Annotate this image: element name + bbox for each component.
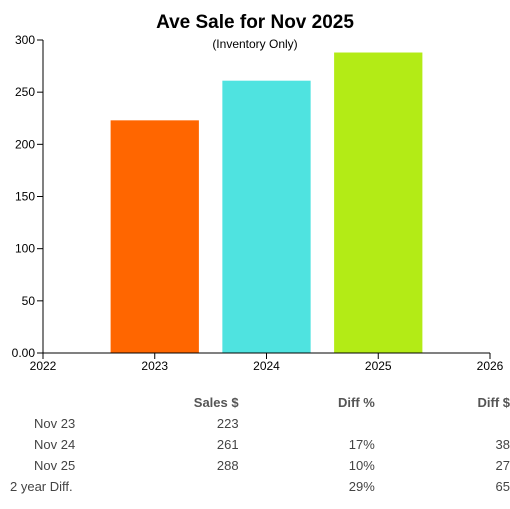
- chart-title: Ave Sale for Nov 2025: [156, 12, 354, 33]
- row-sales: [164, 476, 238, 497]
- table-row: Nov 23 223: [8, 413, 510, 434]
- y-tick-label: 200: [15, 137, 35, 151]
- chart-subtitle: (Inventory Only): [212, 37, 297, 51]
- row-label: 2 year Diff.: [10, 479, 73, 494]
- table-row: Nov 25 288 10% 27: [8, 455, 510, 476]
- bar-2023: [110, 120, 199, 353]
- header-cell-label: [8, 392, 164, 413]
- row-label: Nov 25: [34, 458, 76, 473]
- row-sales: 223: [216, 416, 239, 431]
- chart-container: Ave Sale for Nov 2025 (Inventory Only) 0…: [12, 12, 504, 373]
- header-cell-diff-pct: Diff %: [337, 395, 375, 410]
- row-diff-pct: [239, 413, 375, 434]
- table-row: 2 year Diff. 29% 65: [8, 476, 510, 497]
- row-diff-pct: 29%: [348, 479, 375, 494]
- bar-2025: [334, 52, 423, 354]
- table-row: Nov 24 261 17% 38: [8, 434, 510, 455]
- header-cell-diff-dollar: Diff $: [477, 395, 510, 410]
- x-tick-label: 2022: [30, 359, 57, 373]
- row-diff-pct: 17%: [348, 437, 375, 452]
- row-sales: 261: [216, 437, 239, 452]
- bar-chart: Ave Sale for Nov 2025 (Inventory Only) 0…: [12, 12, 504, 373]
- row-sales: 288: [216, 458, 239, 473]
- x-tick-label: 2024: [253, 359, 280, 373]
- y-tick-label: 0.00: [12, 346, 36, 360]
- summary-table: Sales $ Diff % Diff $ Nov 23 223 Nov 24 …: [8, 392, 510, 497]
- row-diff-dollar: 38: [495, 437, 510, 452]
- y-tick-label: 50: [22, 294, 36, 308]
- x-tick-label: 2026: [477, 359, 504, 373]
- row-diff-pct: 10%: [348, 458, 375, 473]
- bars-group: [110, 52, 423, 354]
- summary-header-row: Sales $ Diff % Diff $: [8, 392, 510, 413]
- y-tick-label: 250: [15, 85, 35, 99]
- row-label: Nov 23: [34, 416, 76, 431]
- y-tick-label: 300: [15, 33, 35, 47]
- row-label: Nov 24: [34, 437, 76, 452]
- x-tick-label: 2023: [141, 359, 168, 373]
- row-diff-dollar: [375, 413, 510, 434]
- y-tick-label: 150: [15, 190, 35, 204]
- header-cell-sales: Sales $: [193, 395, 239, 410]
- axes-group: 0.00 50 100 150 200 250 300 2022 2023 2024 2025 202…: [12, 33, 504, 373]
- bar-2024: [222, 80, 311, 353]
- x-tick-label: 2025: [365, 359, 392, 373]
- row-diff-dollar: 65: [495, 479, 510, 494]
- y-tick-label: 100: [15, 242, 35, 256]
- row-diff-dollar: 27: [495, 458, 510, 473]
